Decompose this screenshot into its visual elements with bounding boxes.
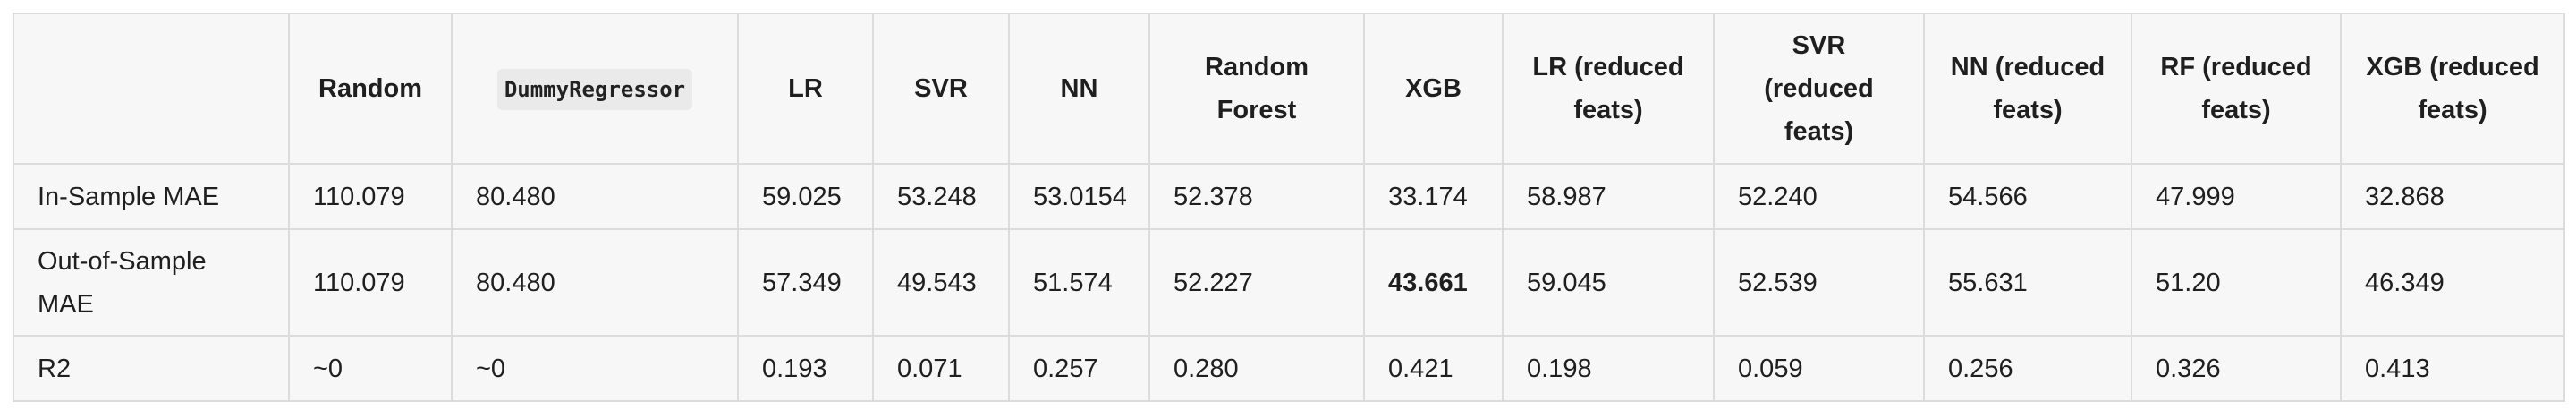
- table-cell: 0.421: [1363, 335, 1504, 402]
- table-cell: 0.193: [737, 335, 874, 402]
- table-cell: 0.059: [1713, 335, 1925, 402]
- table-cell: 52.227: [1148, 228, 1365, 337]
- table-cell: 0.413: [2340, 335, 2565, 402]
- table-cell: 46.349: [2340, 228, 2565, 337]
- table-cell: 52.378: [1148, 163, 1365, 230]
- header-cell-random: Random: [288, 13, 453, 165]
- table-row-out-of-sample-mae: Out-of-Sample MAE 110.079 80.480 57.349 …: [13, 228, 2565, 337]
- row-label: In-Sample MAE: [13, 163, 290, 230]
- table-cell: 59.025: [737, 163, 874, 230]
- header-cell-dummyregressor: DummyRegressor: [451, 13, 739, 165]
- table-cell: ~0: [451, 335, 739, 402]
- table-cell: 47.999: [2131, 163, 2342, 230]
- table-cell: 55.631: [1923, 228, 2132, 337]
- table-cell: 0.071: [872, 335, 1010, 402]
- table-cell: ~0: [288, 335, 453, 402]
- header-cell-lr-reduced: LR (reduced feats): [1502, 13, 1715, 165]
- table-row-r2: R2 ~0 ~0 0.193 0.071 0.257 0.280 0.421 0…: [13, 335, 2565, 402]
- header-cell-lr: LR: [737, 13, 874, 165]
- table-cell: 0.280: [1148, 335, 1365, 402]
- table-cell: 80.480: [451, 163, 739, 230]
- table-cell: 53.0154: [1008, 163, 1150, 230]
- header-cell-nn-reduced: NN (reduced feats): [1923, 13, 2132, 165]
- table-cell: 52.240: [1713, 163, 1925, 230]
- header-cell-svr: SVR: [872, 13, 1010, 165]
- table-cell: 0.256: [1923, 335, 2132, 402]
- row-label: R2: [13, 335, 290, 402]
- header-cell-xgb: XGB: [1363, 13, 1504, 165]
- table-cell: 59.045: [1502, 228, 1715, 337]
- table-cell: 80.480: [451, 228, 739, 337]
- table-cell: 32.868: [2340, 163, 2565, 230]
- table-cell: 0.257: [1008, 335, 1150, 402]
- table-cell: 58.987: [1502, 163, 1715, 230]
- table-cell: 0.326: [2131, 335, 2342, 402]
- table-cell: 110.079: [288, 228, 453, 337]
- table-cell: 53.248: [872, 163, 1010, 230]
- table-cell: 33.174: [1363, 163, 1504, 230]
- table-row-in-sample-mae: In-Sample MAE 110.079 80.480 59.025 53.2…: [13, 163, 2565, 230]
- header-cell-empty: [13, 13, 290, 165]
- results-table: Random DummyRegressor LR SVR NN Random F…: [13, 13, 2565, 402]
- table-cell: 52.539: [1713, 228, 1925, 337]
- header-cell-random-forest: Random Forest: [1148, 13, 1365, 165]
- table-cell-highlighted: 43.661: [1363, 228, 1504, 337]
- table-cell: 110.079: [288, 163, 453, 230]
- row-label: Out-of-Sample MAE: [13, 228, 290, 337]
- table-cell: 51.574: [1008, 228, 1150, 337]
- code-label-dummyregressor: DummyRegressor: [496, 69, 693, 110]
- table-cell: 54.566: [1923, 163, 2132, 230]
- header-cell-rf-reduced: RF (reduced feats): [2131, 13, 2342, 165]
- table-cell: 0.198: [1502, 335, 1715, 402]
- header-cell-nn: NN: [1008, 13, 1150, 165]
- table-cell: 57.349: [737, 228, 874, 337]
- header-cell-xgb-reduced: XGB (reduced feats): [2340, 13, 2565, 165]
- header-row: Random DummyRegressor LR SVR NN Random F…: [13, 13, 2565, 165]
- header-cell-svr-reduced: SVR (reduced feats): [1713, 13, 1925, 165]
- table-cell: 49.543: [872, 228, 1010, 337]
- table-cell: 51.20: [2131, 228, 2342, 337]
